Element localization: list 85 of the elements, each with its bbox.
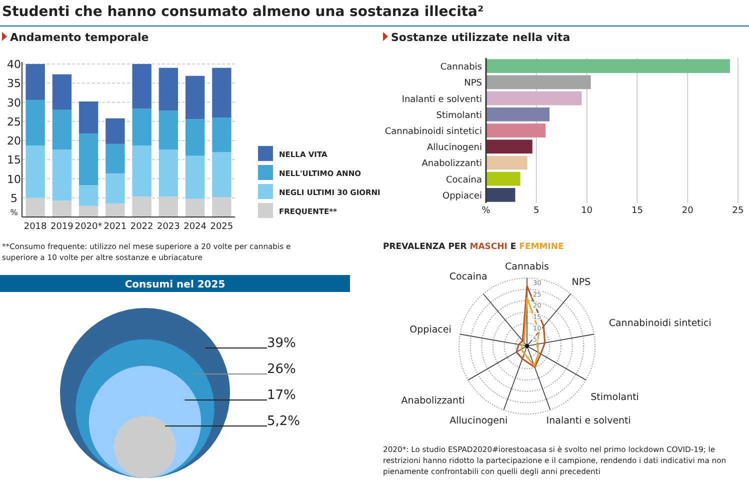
bar [486, 156, 528, 170]
bar [486, 107, 550, 122]
x-tick-label: 2018 [24, 222, 48, 232]
bar [185, 119, 205, 156]
y-tick-label: 25 [7, 115, 21, 128]
bar [212, 152, 232, 198]
spoke-label: Cannabinoidi sintetici [608, 318, 712, 330]
bar [52, 110, 72, 150]
bar [486, 124, 546, 138]
data-label: 17% [267, 388, 296, 403]
bar [106, 144, 125, 174]
data-label: 5,2% [267, 414, 300, 429]
bar [486, 75, 591, 90]
y-tick-label: Cannabinoidi sintetici [384, 127, 482, 137]
bar [132, 64, 152, 109]
bar [52, 150, 72, 201]
bar [106, 118, 125, 144]
chart-subtitle: Andamento temporale [10, 31, 149, 44]
y-tick-label: 20 [7, 134, 21, 148]
x-tick-label: 2024 [184, 222, 207, 232]
spoke-label: NPS [572, 276, 591, 288]
x-tick-label: 2020* [74, 222, 103, 232]
y-tick-label: Inalanti e solventi [402, 94, 482, 105]
bar [185, 198, 205, 217]
bar [106, 204, 125, 217]
y-tick-label: Stimolanti [436, 110, 482, 121]
spoke-label: Inalanti e solventi [546, 416, 631, 427]
bar [132, 145, 152, 197]
bar [486, 172, 520, 186]
y-tick-label: 10 [7, 172, 21, 186]
text: E [507, 242, 520, 252]
x-tick-label: 2021 [104, 222, 127, 232]
bar [185, 76, 205, 120]
bar [486, 188, 516, 202]
bar [486, 140, 532, 154]
x-tick-label: 20 [682, 206, 694, 216]
x-tick-label: 2019 [50, 222, 74, 232]
x-tick-label: 2022 [130, 222, 154, 232]
bar [52, 200, 72, 217]
bar [486, 59, 730, 73]
x-tick-label: 2023 [156, 222, 180, 232]
spoke-label: Stimolanti [590, 392, 639, 404]
bar [78, 101, 98, 134]
bar [212, 68, 232, 118]
y-tick-label: 35 [7, 77, 21, 90]
bar [212, 118, 232, 152]
data-label: 39% [267, 336, 296, 351]
spoke-label: Oppiacei [410, 324, 452, 336]
y-tick-label: Allucinogeni [427, 143, 482, 154]
bar [158, 150, 178, 197]
y-tick-label: Cocaina [446, 175, 482, 186]
y-tick-label: NPS [464, 78, 482, 89]
text: FEMMINE [519, 242, 564, 252]
text: MASCHI [466, 242, 508, 252]
y-tick-label: Anabolizzanti [422, 159, 482, 170]
spoke-label: Cannabis [505, 262, 550, 272]
x-tick-label: 15 [631, 206, 643, 216]
chart-title: Sostanze utilizzate nella vita [391, 31, 570, 44]
x-tick-label: 25 [732, 206, 744, 216]
bar [106, 173, 125, 204]
text: Consumi nel 2025 [124, 280, 226, 290]
chart-title: Studenti che hanno consumato almeno una sostanza illecita² [2, 4, 484, 20]
bar [26, 145, 45, 198]
bar [132, 108, 152, 146]
y-tick-label: 5 [10, 192, 18, 205]
bar [158, 68, 178, 111]
y-tick-label: Cannabis [440, 62, 482, 73]
y-tick-label: 30 [7, 96, 21, 110]
chart-title: PREVALENZA PER [383, 242, 468, 252]
y-tick-label: 15 [7, 154, 21, 167]
x-tick-label: 10 [581, 206, 593, 216]
bar [78, 185, 98, 206]
bar [185, 156, 205, 199]
bar [486, 91, 582, 106]
y-tick-label: 40 [7, 58, 21, 71]
bar [78, 134, 98, 186]
x-tick-label: % [482, 206, 491, 216]
x-tick-label: 2025 [210, 222, 234, 232]
bar [26, 64, 45, 100]
data-label: 26% [267, 362, 296, 377]
bar [26, 100, 45, 146]
y-tick-label: Oppiacei [442, 191, 482, 202]
bar [52, 74, 72, 110]
bar [78, 206, 98, 217]
bar [158, 110, 178, 150]
